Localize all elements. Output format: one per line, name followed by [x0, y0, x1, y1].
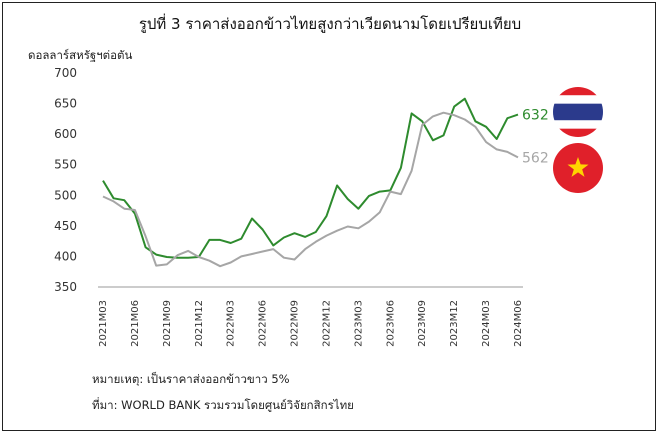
x-tick-label: 2024M03 [481, 300, 492, 347]
x-tick-label: 2023M03 [353, 300, 364, 347]
x-tick-label: 2021M09 [162, 300, 173, 347]
series-end-labels: 632 562 [522, 108, 549, 167]
x-tick-label: 2021M03 [98, 300, 109, 347]
y-tick-label: 500 [54, 188, 77, 202]
x-tick-label: 2022M12 [321, 300, 332, 347]
series-line-0 [102, 97, 519, 259]
chart-source: ที่มา: WORLD BANK รวมรวมโดยศูนย์วิจัยกสิ… [92, 398, 354, 412]
series-end-label-1: 562 [522, 150, 549, 166]
y-tick-label: 700 [54, 66, 77, 80]
series-end-label-0: 632 [522, 108, 549, 124]
y-tick-label: 650 [54, 97, 77, 111]
y-axis-ticks: 350 400 450 500 550 600 650 700 [54, 66, 77, 294]
y-tick-label: 350 [54, 280, 77, 294]
y-tick-label: 550 [54, 158, 77, 172]
x-tick-label: 2021M12 [194, 300, 205, 347]
y-tick-label: 450 [54, 219, 77, 233]
x-tick-label: 2023M12 [449, 300, 460, 347]
x-tick-label: 2021M06 [130, 300, 141, 347]
thailand-flag-icon [553, 87, 603, 137]
x-tick-label: 2022M03 [226, 300, 237, 347]
x-tick-label: 2023M09 [417, 300, 428, 347]
x-tick-label: 2024M06 [513, 300, 524, 347]
chart-title: รูปที่ 3 ราคาส่งออกข้าวไทยสูงกว่าเวียดนา… [138, 15, 522, 33]
x-tick-label: 2022M06 [258, 300, 269, 347]
vietnam-flag-icon [553, 143, 603, 193]
y-axis-label: ดอลลาร์สหรัฐฯต่อตัน [28, 48, 133, 62]
y-tick-label: 600 [54, 127, 77, 141]
x-tick-label: 2022M09 [290, 300, 301, 347]
x-axis-ticks: 2021M03 2021M06 2021M09 2021M12 2022M03 2022M… [98, 300, 524, 347]
series-lines [102, 97, 519, 268]
y-tick-label: 400 [54, 249, 77, 263]
series-line-1 [102, 111, 519, 268]
chart-frame [2, 2, 656, 431]
flags [553, 87, 603, 193]
x-tick-label: 2023M06 [385, 300, 396, 347]
chart-note: หมายเหตุ: เป็นราคาส่งออกข้าวขาว 5% [92, 372, 290, 386]
